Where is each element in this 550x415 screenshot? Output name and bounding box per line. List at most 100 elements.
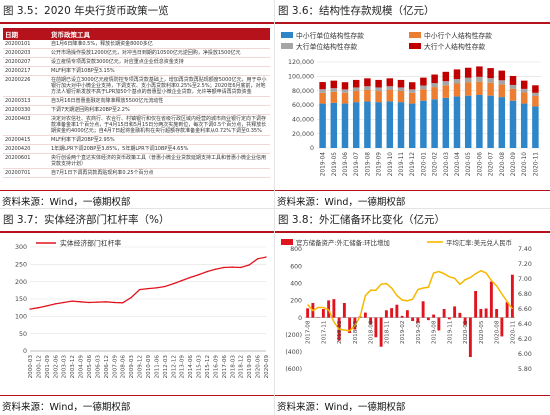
y2-tick-label: 6.80 xyxy=(518,291,532,298)
bar xyxy=(369,317,373,325)
table-cell-date: 20200403 xyxy=(3,114,49,136)
bar-segment xyxy=(397,87,405,92)
bar-segment xyxy=(352,102,360,148)
data-point xyxy=(63,301,65,304)
bar xyxy=(463,317,467,326)
data-point xyxy=(164,285,166,288)
data-point xyxy=(248,264,250,266)
column-header-date: 日期 xyxy=(3,28,49,40)
source-note: 资料来源：Wind，一德期权部 xyxy=(2,197,131,208)
panel-title: 图 3.7：实体经济部门杠杆率（%） xyxy=(3,214,170,226)
data-point xyxy=(214,268,217,270)
y-tick-label: 0 xyxy=(298,315,302,322)
y2-tick-label: 7.20 xyxy=(518,261,532,268)
x-tick-label: 2015-03 xyxy=(197,355,203,379)
y-tick-label: 0 xyxy=(310,145,314,152)
table-row: 20200226 在前期已设立3000亿元疫情防控专项再贷款基础上，增加再贷款再贴… xyxy=(3,75,270,97)
data-point xyxy=(122,302,124,304)
bar-segment xyxy=(352,87,360,92)
policy-table: 日期 货币政策工具 20200101 自1月6日降准0.5%，释放长期资金8000… xyxy=(3,28,270,178)
x-tick-label: 2018-03 xyxy=(230,355,236,379)
bar xyxy=(437,317,441,331)
y-tick-label: 200 xyxy=(290,298,302,305)
x-tick-label: 2020-10 xyxy=(522,152,528,177)
bar-segment xyxy=(476,81,483,95)
x-tick-label: 2000-03 xyxy=(28,355,34,379)
data-point xyxy=(37,306,40,309)
data-point xyxy=(206,270,208,273)
legend-swatch xyxy=(409,32,421,38)
bar-segment xyxy=(352,79,360,88)
x-tick-label: 2009-03 xyxy=(129,355,135,379)
table-cell-policy: 1年期LPR下调20BP至3.85%，5年期LPR下调10BP至4.65% xyxy=(49,144,270,154)
y-tick-label: 800 xyxy=(290,246,302,253)
legend-swatch xyxy=(281,239,293,245)
bar-segment xyxy=(464,67,472,78)
panel-title-bar: 图 3.5：2020 年央行货币政策一览 xyxy=(0,0,274,24)
table-cell-date: 20200313 xyxy=(3,96,49,106)
x-tick-label: 2020-06 xyxy=(256,355,262,379)
bar xyxy=(306,308,310,318)
x-tick-label: 2019-05 xyxy=(416,320,422,344)
source-rule xyxy=(0,395,274,396)
bar-segment xyxy=(464,77,472,83)
panel-structured-deposits: 图 3.6：结构性存款规模（亿元） 中小行单位结构性存款 中小行个人结构性存款 大行… xyxy=(275,0,550,208)
x-tick-label: 2018-05 xyxy=(353,320,359,344)
x-tick-label: 2004-09 xyxy=(79,355,85,379)
bar xyxy=(332,299,336,318)
y-tick-label: 120,000 xyxy=(288,59,314,66)
bar-segment xyxy=(509,88,517,101)
bar xyxy=(416,317,420,323)
table-cell-policy: 下调7天期逆回购利率20BP至2.2% xyxy=(49,105,270,115)
x-tick-label: 2019-05 xyxy=(332,152,338,177)
data-point xyxy=(29,308,31,310)
x-tick-label: 2003-12 xyxy=(70,355,76,378)
x-tick-label: 2019-07 xyxy=(354,152,360,177)
bar-segment xyxy=(509,100,517,148)
table-row: 20200313 自3月16日普惠金融定向降准释放5500亿元流动性 xyxy=(3,96,270,106)
y-tick-label: 100,000 xyxy=(288,74,314,81)
table-cell-date: 20200203 xyxy=(3,48,49,58)
legend-swatch xyxy=(409,43,421,49)
bar-segment xyxy=(319,89,326,93)
bar-segment xyxy=(420,85,427,90)
legend-label: 中小行单位结构性存款 xyxy=(296,31,364,40)
x-tick-label: 2006-12 xyxy=(104,355,110,378)
panel-title-bar: 图 3.7：实体经济部门杠杆率（%） xyxy=(0,209,274,233)
y-tick-label: 300 xyxy=(15,244,27,251)
data-point xyxy=(172,283,174,285)
bar-segment xyxy=(431,99,438,148)
bar-segment xyxy=(420,77,427,86)
bar-segment xyxy=(386,86,394,90)
x-tick-label: 2020-07 xyxy=(489,152,495,177)
bar xyxy=(489,281,493,318)
x-tick-label: 2017-06 xyxy=(222,355,228,379)
bar-segment xyxy=(498,70,506,81)
x-tick-label: 2020-04 xyxy=(455,152,461,177)
x-tick-label: 2000-12 xyxy=(36,355,42,378)
table-cell-policy: 自1月6日降准0.5%，释放长期资金8000多亿 xyxy=(49,40,270,49)
data-point xyxy=(105,301,107,303)
bar-segment xyxy=(442,85,450,98)
bar-segment xyxy=(386,101,394,148)
bar-segment xyxy=(532,96,539,107)
bar xyxy=(342,303,346,318)
table-cell-policy: MLF利率下调20BP至2.95% xyxy=(49,135,270,145)
panel-title-bar: 图 3.6：结构性存款规模（亿元） xyxy=(275,0,550,24)
table-cell-date: 20200207 xyxy=(3,57,49,67)
table-cell-policy: 央行创设两个直达实体经济的货币政策工具（普惠小微企业贷款延期支持工具和普惠小微企… xyxy=(49,153,270,169)
bar xyxy=(447,317,451,320)
bar-segment xyxy=(341,89,349,93)
table-row: 20200403 决定对农信社、农商行、农合行、村镇银行和仅在省级行政区域内经营的… xyxy=(3,114,270,136)
y2-tick-label: 6.20 xyxy=(518,336,532,343)
bar-segment xyxy=(498,80,506,85)
bar xyxy=(353,317,357,330)
data-point xyxy=(189,276,191,279)
table-row: 20200420 1年期LPR下调20BP至3.85%，5年期LPR下调10BP至… xyxy=(3,144,270,154)
fx-reserve-chart: 官方储备资产:外汇储备:环比增加 平均汇率:美元兑人民币 (600) (400) (20… xyxy=(281,238,532,373)
x-tick-label: 2016-09 xyxy=(213,355,219,379)
series-line xyxy=(29,256,267,310)
bar-segment xyxy=(476,76,483,82)
data-point xyxy=(54,303,56,305)
table-cell-date: 20200226 xyxy=(3,75,49,97)
